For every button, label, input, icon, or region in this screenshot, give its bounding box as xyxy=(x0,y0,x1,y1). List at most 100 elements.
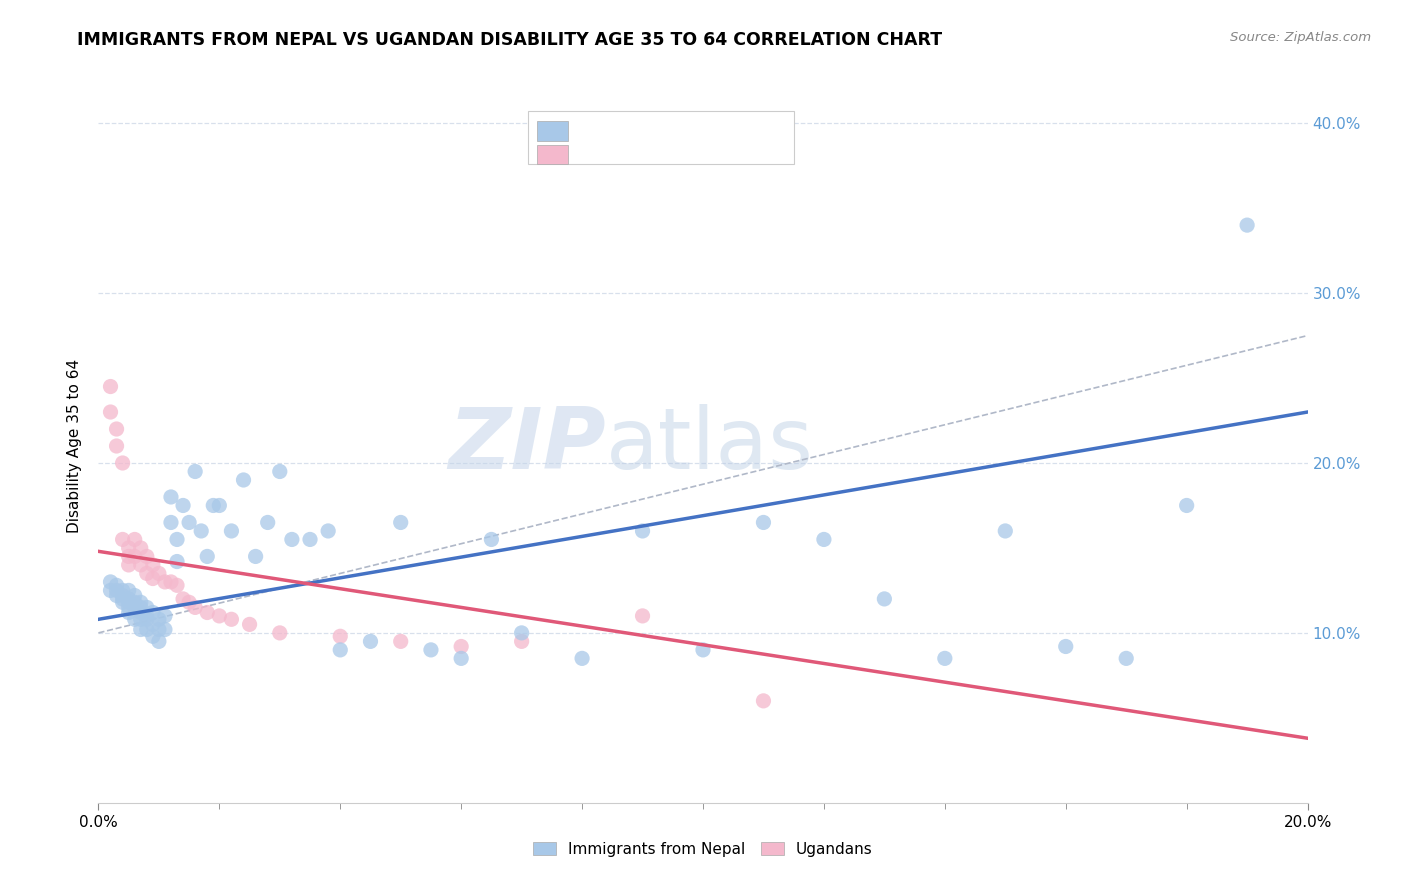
Point xyxy=(135,608,157,623)
Point xyxy=(571,651,593,665)
Point xyxy=(1175,499,1198,513)
Point xyxy=(299,533,322,547)
Point xyxy=(118,591,141,606)
Point xyxy=(118,549,141,564)
Text: -0.282: -0.282 xyxy=(607,147,662,162)
Point xyxy=(752,516,775,530)
Point xyxy=(329,629,352,643)
Point xyxy=(100,574,122,589)
Point xyxy=(129,623,152,637)
Text: R =: R = xyxy=(574,123,602,138)
Point xyxy=(129,606,152,620)
Point xyxy=(316,524,339,538)
Point xyxy=(245,549,267,564)
Point xyxy=(184,465,207,479)
Point xyxy=(124,612,146,626)
Point xyxy=(129,541,152,555)
Point xyxy=(118,541,141,555)
Point xyxy=(148,612,170,626)
Point xyxy=(190,524,212,538)
Point xyxy=(631,524,654,538)
Point xyxy=(129,612,152,626)
Point xyxy=(129,595,152,609)
Point xyxy=(105,578,128,592)
Point xyxy=(118,595,141,609)
Point xyxy=(124,549,146,564)
Point xyxy=(129,558,152,572)
FancyBboxPatch shape xyxy=(537,145,568,164)
Point xyxy=(510,626,533,640)
Point xyxy=(118,583,141,598)
Point xyxy=(1115,651,1137,665)
Point xyxy=(269,626,291,640)
FancyBboxPatch shape xyxy=(527,111,793,164)
Point xyxy=(873,591,896,606)
Point xyxy=(135,623,157,637)
Point xyxy=(389,634,412,648)
Point xyxy=(100,583,122,598)
Point xyxy=(160,574,183,589)
Point xyxy=(118,600,141,615)
Text: atlas: atlas xyxy=(606,404,814,488)
Point xyxy=(142,617,165,632)
Point xyxy=(208,499,231,513)
Point xyxy=(135,600,157,615)
Point xyxy=(135,566,157,581)
Point xyxy=(172,591,194,606)
Point xyxy=(153,623,176,637)
Point xyxy=(142,572,165,586)
Point xyxy=(160,516,183,530)
Point xyxy=(281,533,304,547)
Point xyxy=(269,465,291,479)
Point xyxy=(118,606,141,620)
Point xyxy=(124,533,146,547)
Point xyxy=(813,533,835,547)
Point xyxy=(105,422,128,436)
Point xyxy=(389,516,412,530)
Legend: Immigrants from Nepal, Ugandans: Immigrants from Nepal, Ugandans xyxy=(527,836,879,863)
Point xyxy=(221,612,243,626)
Point xyxy=(179,516,201,530)
Point xyxy=(202,499,225,513)
FancyBboxPatch shape xyxy=(537,121,568,141)
Point xyxy=(420,643,443,657)
Point xyxy=(135,549,157,564)
Point xyxy=(105,583,128,598)
Point xyxy=(118,558,141,572)
Point xyxy=(179,595,201,609)
Point xyxy=(160,490,183,504)
Point xyxy=(148,623,170,637)
Point xyxy=(148,634,170,648)
Point xyxy=(100,405,122,419)
Point xyxy=(142,629,165,643)
Point xyxy=(221,524,243,538)
Point xyxy=(124,600,146,615)
Text: 0.361: 0.361 xyxy=(613,123,662,138)
Text: N =: N = xyxy=(665,123,695,138)
Point xyxy=(142,558,165,572)
Point xyxy=(481,533,503,547)
Point xyxy=(135,612,157,626)
Text: Source: ZipAtlas.com: Source: ZipAtlas.com xyxy=(1230,31,1371,45)
Point xyxy=(631,608,654,623)
Point xyxy=(111,595,134,609)
Point xyxy=(329,643,352,657)
Text: 35: 35 xyxy=(702,147,723,162)
Point xyxy=(934,651,956,665)
Point xyxy=(142,606,165,620)
Point xyxy=(166,533,188,547)
Y-axis label: Disability Age 35 to 64: Disability Age 35 to 64 xyxy=(67,359,83,533)
Point xyxy=(172,499,194,513)
Point xyxy=(232,473,254,487)
Point xyxy=(450,640,472,654)
Point xyxy=(994,524,1017,538)
Point xyxy=(195,606,218,620)
Point xyxy=(105,589,128,603)
Point xyxy=(1236,218,1258,232)
Point xyxy=(148,566,170,581)
Point xyxy=(256,516,278,530)
Point xyxy=(111,456,134,470)
Point xyxy=(1054,640,1077,654)
Point xyxy=(124,595,146,609)
Text: R =: R = xyxy=(574,147,602,162)
